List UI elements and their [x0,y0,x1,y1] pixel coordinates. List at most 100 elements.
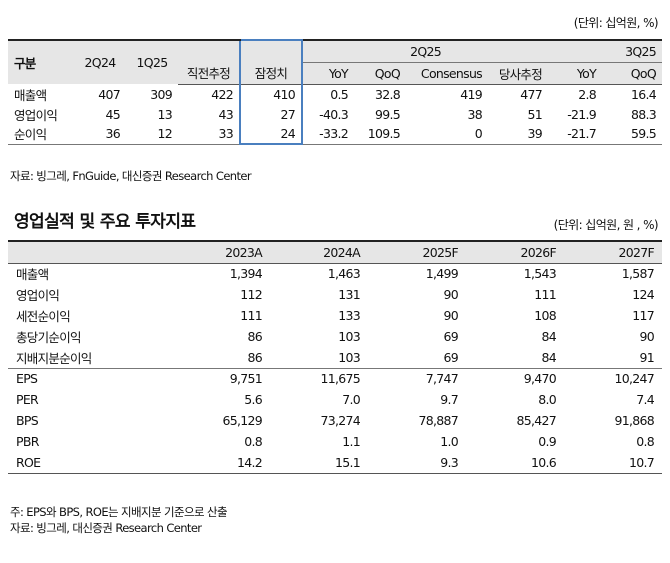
table-row: 매출액 407 309 422 410 0.5 32.8 419 477 2.8… [8,84,662,104]
table-row: 지배지분순이익 86 103 69 84 91 [8,347,662,368]
table2-unit: (단위: 십억원, 원 , %) [553,218,659,232]
cell-value-highlighted: 24 [239,124,303,145]
table-row: PER 5.6 7.0 9.7 8.0 7.4 [8,389,662,410]
cell-value: 73,274 [320,413,360,428]
cell-value: 1.1 [342,434,360,449]
cell-value: 88.3 [630,106,657,122]
table-row: 매출액 1,394 1,463 1,499 1,543 1,587 [8,263,662,284]
cell-value: 10.7 [564,452,662,474]
cell-value: 407 [98,86,120,102]
row-label: 매출액 [14,87,47,103]
cell-value: 9.7 [440,392,458,407]
cell-value: 5.6 [244,392,262,407]
cell-value: 33 [178,124,240,145]
cell-value: 51 [527,106,543,122]
cell-value: 36 [74,124,126,145]
header-blank [8,240,172,264]
cell-value: 59.5 [602,124,663,145]
cell-value: 14.2 [172,452,270,474]
header-2023a: 2023A [172,240,270,264]
cell-value-highlighted: 27 [239,104,303,124]
table-row: 총당기순이익 86 103 69 84 90 [8,326,662,347]
cell-value: 1.0 [440,434,458,449]
quarterly-results-table: 구분 2Q24 1Q25 2Q25 3Q25 직전추정 잠정치 YoY QoQ … [8,39,663,145]
table2-note: 주: EPS와 BPS, ROE는 지배지분 기준으로 산출 [10,505,228,519]
cell-value: 108 [534,308,556,323]
row-label: PER [16,392,39,407]
cell-value: 419 [460,86,482,102]
row-label: 순이익 [8,124,74,145]
table-row: EPS 9,751 11,675 7,747 9,470 10,247 [8,367,662,389]
cell-value: 7.0 [342,392,360,407]
cell-value: 90 [639,329,654,344]
cell-value: 15.1 [270,452,368,474]
cell-value: 0.8 [636,434,654,449]
row-label: 세전순이익 [16,309,71,324]
cell-value: 1,587 [621,266,655,282]
cell-value: 7.4 [636,392,654,407]
cell-value: 90 [443,287,458,302]
cell-value: 309 [150,86,172,102]
cell-value: 9.3 [368,452,466,474]
row-label: PBR [16,434,39,449]
cell-value: -33.2 [302,124,354,145]
header-3q-qoq: QoQ [602,62,663,85]
header-2026f: 2026F [466,240,564,264]
header-prev-estimate: 직전추정 [178,62,240,85]
cell-value: 69 [443,349,458,365]
cell-value: 422 [211,86,233,102]
cell-value: 91,868 [614,413,654,428]
cell-value: 11,675 [270,367,368,389]
cell-value: 10,247 [564,367,662,389]
cell-value: 1,543 [523,266,557,282]
cell-value: 131 [338,287,360,302]
table-row: 영업이익 112 131 90 111 124 [8,284,662,305]
cell-value: 69 [443,329,458,344]
cell-value: 111 [240,308,262,323]
cell-value: 103 [338,329,360,344]
table-row: 세전순이익 111 133 90 108 117 [8,305,662,326]
row-label: 지배지분순이익 [16,350,92,366]
cell-value: 38 [467,106,482,122]
header-group-2q25: 2Q25 [302,39,549,63]
table-row: 영업이익 45 13 43 27 -40.3 99.5 38 51 -21.9 … [8,104,662,124]
cell-value: 91 [639,349,654,365]
table1-source: 자료: 빙그레, FnGuide, 대신증권 Research Center [10,169,252,183]
header-2024a: 2024A [270,240,368,264]
row-label: 영업이익 [14,107,58,123]
cell-value: 8.0 [538,392,556,407]
cell-value: 86 [247,349,262,365]
cell-value: 85,427 [516,413,556,428]
cell-value: 84 [541,329,556,344]
cell-value: 9,470 [466,367,564,389]
header-preliminary: 잠정치 [239,62,303,85]
header-our-estimate: 당사추정 [488,62,549,85]
header-yoy: YoY [302,62,354,85]
cell-value: 84 [541,349,556,365]
cell-value: 32.8 [374,86,401,102]
table2-source: 자료: 빙그레, 대신증권 Research Center [10,521,202,535]
cell-value: 39 [488,124,549,145]
row-label: BPS [16,413,39,428]
row-label: ROE [8,452,172,474]
cell-value: 43 [218,106,233,122]
table1-unit: (단위: 십억원, %) [573,16,659,30]
cell-value: 13 [157,106,172,122]
cell-value: 1,463 [327,266,361,282]
row-label: 매출액 [16,267,49,283]
cell-value: 7,747 [368,367,466,389]
cell-value-highlighted: 410 [239,84,303,104]
cell-value: 86 [247,329,262,344]
cell-value: 16.4 [630,86,657,102]
cell-value: 111 [534,287,556,302]
row-label: EPS [8,367,172,389]
header-2027f: 2027F [564,240,662,264]
table-row: 순이익 36 12 33 24 -33.2 109.5 0 39 -21.7 5… [8,124,663,145]
row-label: 총당기순이익 [16,330,82,345]
cell-value: 133 [338,308,360,323]
table-row: ROE 14.2 15.1 9.3 10.6 10.7 [8,452,662,474]
header-3q-yoy: YoY [548,62,603,85]
cell-value: 0.9 [538,434,556,449]
cell-value: 78,887 [418,413,458,428]
header-qoq: QoQ [354,62,406,85]
